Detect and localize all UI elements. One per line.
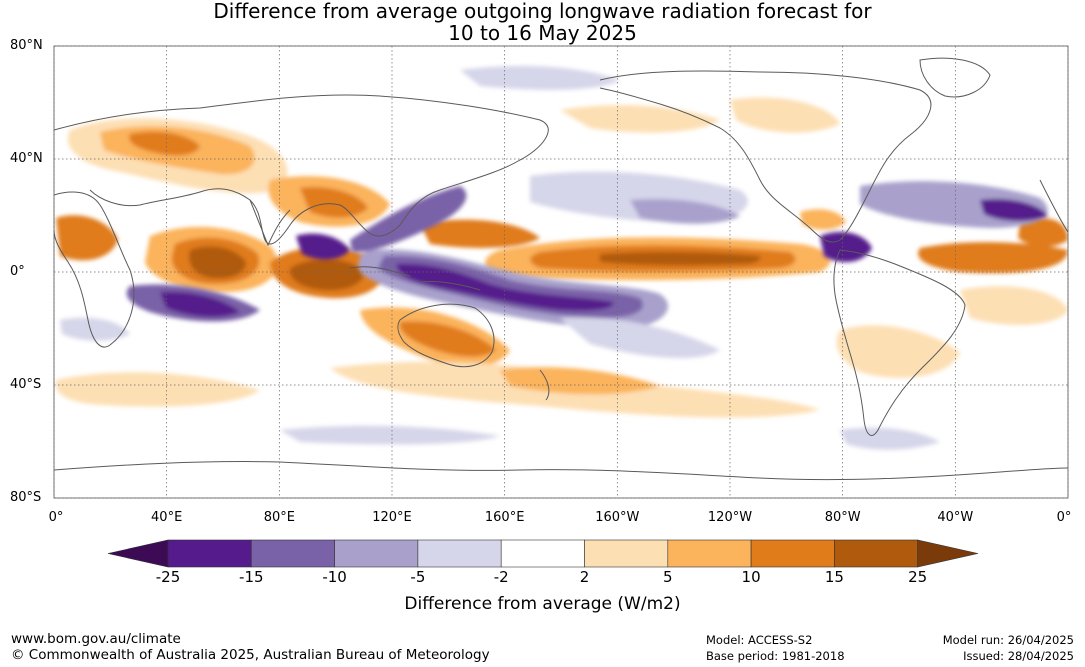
- anomaly-region: [560, 105, 720, 133]
- colorbar-tick-label: -25: [155, 568, 181, 586]
- coastline-new-zealand: [539, 369, 550, 401]
- coastline-north-america: [599, 70, 932, 243]
- footer-base-period: Base period: 1981-2018: [706, 649, 845, 663]
- longitude-label: 0°: [1056, 510, 1072, 525]
- colorbar: [107, 539, 979, 568]
- footer-model: Model: ACCESS-S2: [706, 633, 813, 647]
- anomaly-region: [300, 187, 368, 218]
- latitude-label: 40°N: [10, 151, 43, 166]
- longitude-label: 40°E: [151, 510, 183, 525]
- coastline-eurasia: [54, 94, 549, 245]
- anomaly-region: [960, 286, 1068, 325]
- anomaly-region: [600, 251, 761, 266]
- longitude-label: 80°W: [824, 510, 861, 525]
- anomaly-region: [296, 233, 350, 260]
- colorbar-tick-label: 5: [663, 568, 673, 586]
- colorbar-tick-label: 15: [824, 568, 844, 586]
- colorbar-label: Difference from average (W/m2): [404, 594, 681, 614]
- footer-website: www.bom.gov.au/climate: [11, 631, 181, 647]
- colorbar-tick-label: -2: [493, 568, 509, 586]
- latitude-label: 0°: [10, 264, 25, 279]
- title-line-1: Difference from average outgoing longwav…: [213, 0, 872, 23]
- colorbar-segment: [750, 539, 835, 568]
- map-frame: [53, 45, 1069, 499]
- anomaly-region: [399, 321, 496, 357]
- coastline-africa-east: [1039, 179, 1068, 233]
- longitude-label: 0°: [48, 510, 64, 525]
- longitude-label: 80°E: [263, 510, 295, 525]
- colorbar-tick-label: 2: [579, 568, 590, 586]
- anomaly-region: [280, 425, 500, 445]
- anomaly-region: [820, 232, 872, 263]
- anomaly-region: [1018, 218, 1068, 247]
- coastline-antarctica: [54, 461, 1068, 481]
- anomaly-region: [189, 246, 246, 279]
- colorbar-extend-high: [917, 539, 979, 568]
- anomaly-region: [129, 131, 200, 156]
- anomaly-region: [289, 259, 365, 291]
- coastline-india: [249, 199, 291, 247]
- anomaly-region: [55, 372, 260, 407]
- colorbar-extend-low: [107, 539, 169, 568]
- coastline-australia: [397, 303, 495, 368]
- latitude-label: 80°N: [10, 38, 43, 53]
- footer-copyright: © Commonwealth of Australia 2025, Austra…: [11, 647, 490, 663]
- latitude-label: 80°S: [10, 490, 42, 505]
- colorbar-tick-label: -15: [239, 568, 264, 586]
- anomaly-region: [836, 325, 960, 378]
- footer-issued: Issued: 28/04/2025: [963, 649, 1074, 663]
- latitude-label: 40°S: [10, 377, 42, 392]
- colorbar-segment: [500, 539, 585, 568]
- anomaly-region: [56, 215, 118, 261]
- longitude-label: 160°W: [595, 510, 640, 525]
- colorbar-segment: [417, 539, 502, 568]
- anomaly-region: [630, 198, 740, 224]
- colorbar-segment: [251, 539, 335, 568]
- anomaly-region: [980, 198, 1048, 222]
- anomaly-field: [55, 65, 1068, 450]
- colorbar-tick-label: 25: [908, 568, 928, 586]
- title-line-2: 10 to 16 May 2025: [448, 21, 637, 45]
- colorbar-tick-label: -5: [410, 568, 426, 586]
- coastline-greenland: [919, 57, 991, 98]
- longitude-label: 160°E: [484, 510, 525, 525]
- anomaly-region: [160, 291, 240, 317]
- longitude-label: 120°E: [372, 510, 412, 525]
- colorbar-tick-label: -10: [322, 568, 347, 586]
- anomaly-region: [918, 242, 1068, 274]
- anomaly-region: [420, 219, 540, 248]
- anomaly-region: [460, 65, 620, 90]
- coastline-africa: [54, 191, 135, 348]
- footer-model-run: Model run: 26/04/2025: [942, 633, 1074, 647]
- anomaly-region: [60, 317, 130, 341]
- anomaly-region: [840, 427, 940, 450]
- colorbar-segment: [584, 539, 669, 568]
- longitude-label: 120°W: [707, 510, 753, 525]
- anomaly-region: [560, 317, 720, 358]
- anomaly-region: [396, 263, 614, 311]
- longitude-label: 40°W: [937, 510, 974, 525]
- colorbar-segment: [834, 539, 919, 568]
- anomaly-region: [800, 209, 846, 230]
- colorbar-segment: [667, 539, 752, 568]
- colorbar-segment: [334, 539, 419, 568]
- coastlines: [54, 57, 1068, 481]
- coastline-south-america: [833, 249, 966, 436]
- anomaly-region: [500, 367, 660, 395]
- colorbar-tick-label: 10: [741, 568, 761, 586]
- map-title: Difference from average outgoing longwav…: [0, 0, 1085, 44]
- coastline-indonesia: [349, 266, 481, 291]
- colorbar-segment: [167, 539, 252, 568]
- anomaly-region: [730, 97, 840, 133]
